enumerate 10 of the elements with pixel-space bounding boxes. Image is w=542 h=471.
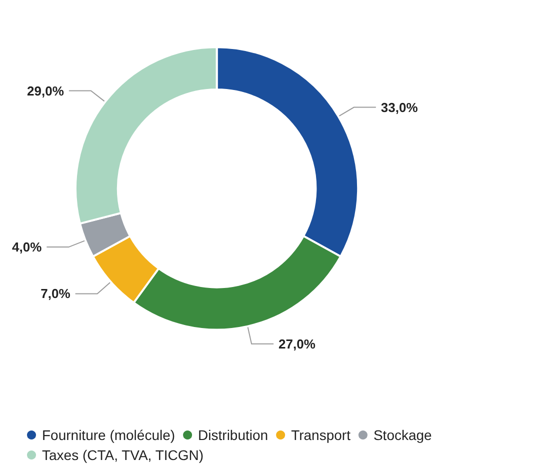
data-label: 29,0% (27, 83, 64, 98)
data-label: 7,0% (40, 286, 71, 302)
legend-label: Transport (291, 427, 351, 443)
data-label: 4,0% (12, 240, 42, 255)
data-label: 33,0% (380, 100, 418, 115)
legend-label: Taxes (CTA, TVA, TICGN) (42, 447, 204, 463)
legend-label: Distribution (198, 427, 268, 443)
legend-label: Stockage (373, 427, 432, 443)
data-label: 27,0% (278, 336, 316, 352)
legend-label: Fourniture (molécule) (42, 427, 176, 443)
